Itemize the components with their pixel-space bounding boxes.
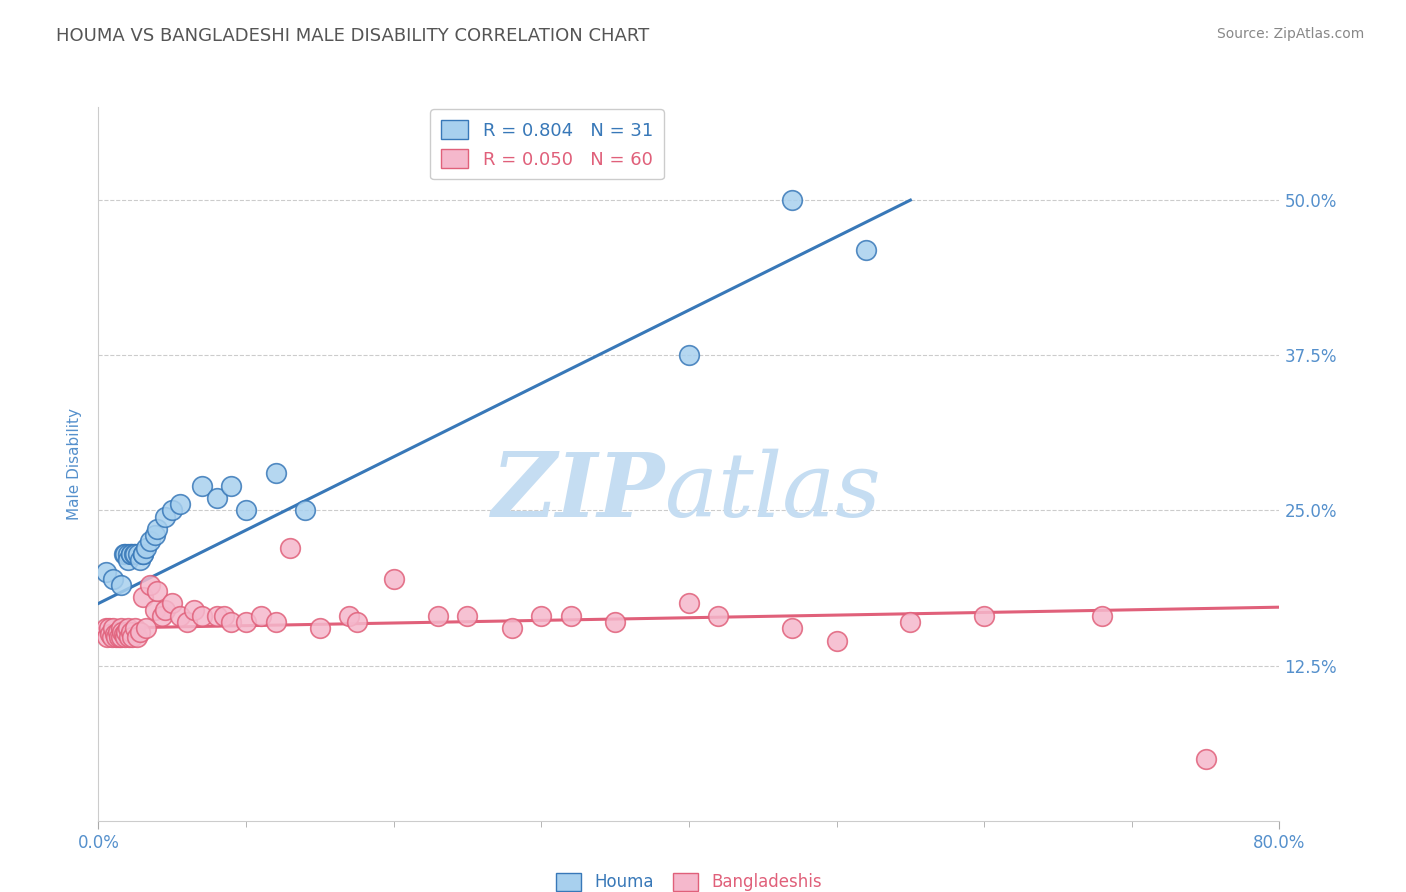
Point xyxy=(191,478,214,492)
Point xyxy=(169,497,191,511)
Point xyxy=(162,503,183,517)
Point xyxy=(183,602,205,616)
Point xyxy=(782,193,804,207)
Point xyxy=(309,621,332,635)
Point xyxy=(278,541,302,555)
Point xyxy=(115,625,138,640)
Point xyxy=(346,615,368,629)
Point xyxy=(132,591,155,605)
Point xyxy=(825,633,848,648)
Point xyxy=(139,534,162,549)
Point xyxy=(110,630,132,644)
Point xyxy=(146,522,169,536)
Point xyxy=(146,584,169,599)
Point xyxy=(973,608,995,623)
Point xyxy=(121,630,143,644)
Point xyxy=(114,630,136,644)
Point xyxy=(103,572,125,586)
Point xyxy=(124,621,146,635)
Point xyxy=(782,621,804,635)
Point xyxy=(96,630,118,644)
Point xyxy=(530,608,553,623)
Point xyxy=(855,243,877,257)
Point xyxy=(900,615,922,629)
Point xyxy=(108,630,131,644)
Point xyxy=(120,625,142,640)
Point xyxy=(707,608,730,623)
Point xyxy=(264,615,287,629)
Point xyxy=(94,621,117,635)
Point xyxy=(128,553,150,567)
Point xyxy=(501,621,523,635)
Point xyxy=(176,615,198,629)
Point xyxy=(205,608,228,623)
Point xyxy=(678,348,700,362)
Text: ZIP: ZIP xyxy=(492,450,665,535)
Point xyxy=(264,466,287,480)
Point xyxy=(110,621,132,635)
Point xyxy=(118,630,141,644)
Point xyxy=(339,608,360,623)
Point xyxy=(132,547,155,561)
Point xyxy=(103,621,125,635)
Point xyxy=(212,608,235,623)
Point xyxy=(250,608,273,623)
Point xyxy=(143,528,166,542)
Point xyxy=(104,627,127,641)
Point xyxy=(150,608,173,623)
Legend: Houma, Bangladeshis: Houma, Bangladeshis xyxy=(548,866,830,892)
Point xyxy=(124,547,146,561)
Point xyxy=(100,630,122,644)
Point xyxy=(97,621,120,635)
Point xyxy=(120,547,142,561)
Point xyxy=(117,553,139,567)
Point xyxy=(605,615,627,629)
Point xyxy=(153,602,176,616)
Point xyxy=(128,625,150,640)
Point xyxy=(117,621,139,635)
Point xyxy=(94,566,117,580)
Point xyxy=(1195,751,1218,765)
Point xyxy=(235,503,257,517)
Point xyxy=(205,491,228,505)
Point xyxy=(456,608,478,623)
Point xyxy=(132,547,155,561)
Point xyxy=(135,541,157,555)
Point xyxy=(127,547,149,561)
Point xyxy=(112,627,135,641)
Text: atlas: atlas xyxy=(665,449,882,536)
Point xyxy=(110,578,132,592)
Point xyxy=(107,625,129,640)
Point xyxy=(120,547,142,561)
Point xyxy=(122,547,145,561)
Point xyxy=(112,547,135,561)
Point xyxy=(98,627,121,641)
Point xyxy=(162,597,183,611)
Point xyxy=(219,478,242,492)
Point xyxy=(427,608,450,623)
Point xyxy=(191,608,214,623)
Point xyxy=(143,602,166,616)
Point xyxy=(125,630,148,644)
Point xyxy=(382,572,405,586)
Point xyxy=(117,547,139,561)
Point xyxy=(105,630,128,644)
Point xyxy=(114,547,136,561)
Point xyxy=(235,615,257,629)
Point xyxy=(219,615,242,629)
Point xyxy=(153,509,176,524)
Text: Source: ZipAtlas.com: Source: ZipAtlas.com xyxy=(1216,27,1364,41)
Point xyxy=(560,608,582,623)
Point xyxy=(1091,608,1114,623)
Point xyxy=(135,621,157,635)
Y-axis label: Male Disability: Male Disability xyxy=(67,408,83,520)
Point xyxy=(169,608,191,623)
Point xyxy=(111,625,134,640)
Point xyxy=(294,503,316,517)
Point xyxy=(139,578,162,592)
Text: HOUMA VS BANGLADESHI MALE DISABILITY CORRELATION CHART: HOUMA VS BANGLADESHI MALE DISABILITY COR… xyxy=(56,27,650,45)
Point xyxy=(678,597,700,611)
